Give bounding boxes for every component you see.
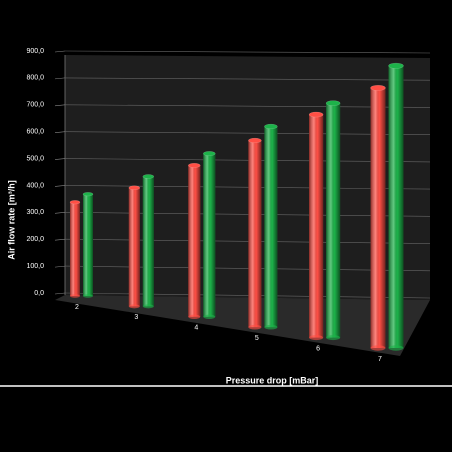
y-tick (54, 104, 66, 107)
bar-base (188, 314, 201, 319)
y-axis-title: Air flow rate [m³/h] (6, 180, 16, 260)
bar-base (128, 304, 140, 309)
bar-shade (70, 202, 80, 296)
bar-cap (142, 174, 155, 179)
bar-shade (83, 194, 93, 296)
y-tick-label: 200,0 (26, 236, 44, 243)
x-tick-label: 2 (75, 304, 79, 311)
y-tick (54, 131, 66, 133)
x-tick-label: 6 (316, 345, 320, 352)
y-tick (54, 185, 66, 187)
bar-cap (82, 192, 94, 197)
grid-line (64, 131, 431, 135)
y-tick-label: 300,0 (26, 209, 44, 216)
x-axis-title: Pressure drop [mBar] (226, 375, 319, 385)
x-tick-label: 3 (134, 314, 138, 321)
grid-line (64, 212, 431, 217)
y-tick-label: 800,0 (26, 75, 44, 82)
bar-cap (203, 151, 216, 156)
bar-base (264, 324, 278, 330)
bar-cap (264, 123, 278, 130)
grid-line (64, 238, 431, 244)
y-tick (54, 77, 66, 80)
bar-shade (326, 103, 341, 338)
grid-line (64, 292, 431, 299)
bar-shade (188, 165, 201, 317)
bar-shade (128, 187, 140, 307)
bar-cap (325, 100, 341, 106)
bar-base (388, 345, 404, 351)
bar-cap (69, 200, 81, 205)
y-tick-label: 400,0 (26, 182, 44, 189)
bar-shade (142, 176, 154, 307)
bar-shade (388, 65, 404, 349)
bar-shade (309, 114, 324, 338)
bar-shade (203, 153, 216, 317)
y-tick (54, 292, 66, 295)
y-tick-label: 600,0 (26, 129, 44, 136)
y-tick-label: 900,0 (26, 48, 44, 55)
y-tick (54, 158, 66, 160)
bar-cap (188, 163, 201, 168)
bar-base (83, 294, 93, 298)
grid-line (64, 158, 431, 163)
bar-base (370, 345, 386, 351)
x-tick-label: 5 (255, 335, 259, 342)
y-tick (54, 238, 66, 241)
bar-shade (370, 87, 386, 349)
x-tick-label: 7 (378, 356, 382, 363)
bar-cap (128, 185, 141, 191)
grid-line (64, 50, 431, 54)
y-tick (54, 50, 66, 53)
bar-base (203, 314, 216, 319)
bar-base (326, 335, 341, 341)
bar-base (142, 304, 154, 309)
bar-cap (248, 137, 262, 144)
x-tick-label: 4 (194, 325, 198, 332)
y-tick (54, 265, 66, 268)
bar-base (248, 324, 262, 330)
bar-shade (264, 126, 278, 328)
grid-line (64, 77, 431, 81)
y-tick-label: 500,0 (26, 155, 44, 162)
y-tick-label: 0,0 (34, 290, 44, 297)
bar-base (309, 335, 324, 341)
bar-cap (370, 84, 386, 91)
y-tick-label: 100,0 (26, 263, 44, 270)
bar-cap (308, 111, 324, 118)
y-tick-label: 700,0 (26, 102, 44, 109)
grid-line (64, 265, 431, 272)
grid-line (64, 104, 431, 108)
bar-cap (388, 62, 404, 69)
grid-line (64, 185, 431, 190)
y-tick (54, 212, 66, 214)
bar-shade (248, 140, 262, 328)
bar-base (70, 294, 80, 298)
